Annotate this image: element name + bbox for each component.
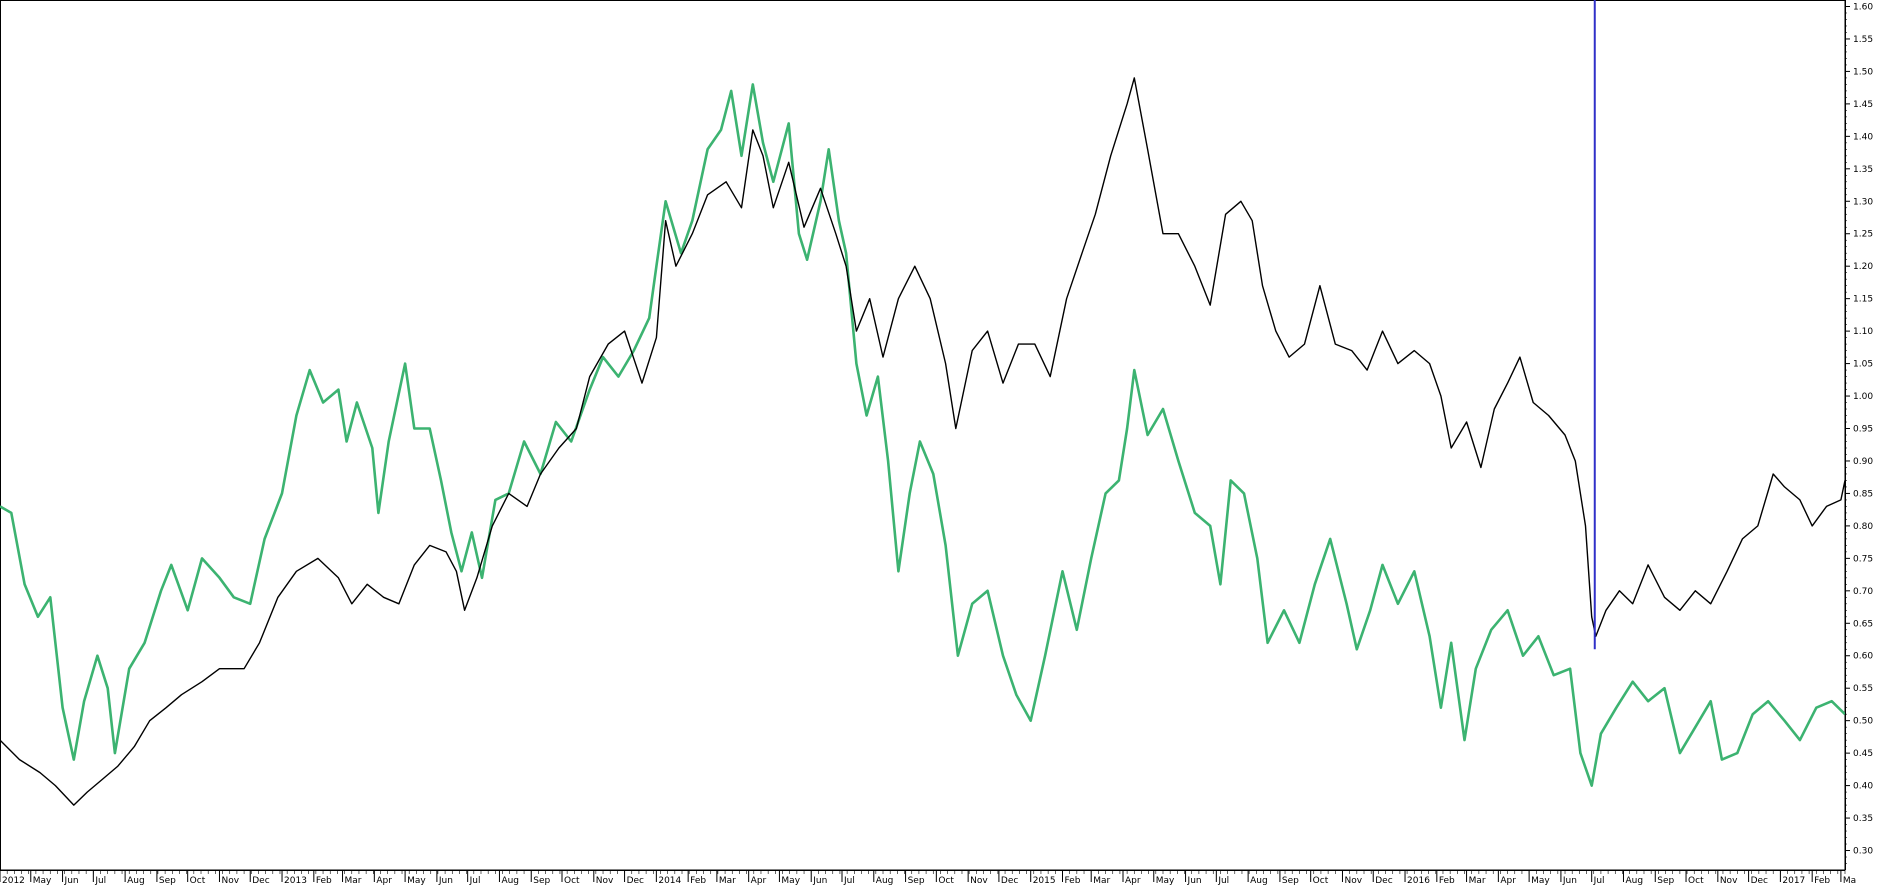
x-tick-label: Aug <box>1250 876 1268 886</box>
x-tick-label: Sep <box>1282 876 1299 886</box>
x-tick-label: Oct <box>1313 876 1329 886</box>
x-tick-label: Aug <box>876 876 894 886</box>
x-tick-label: Mar <box>1469 876 1486 886</box>
x-tick-label: 2012 <box>2 876 25 886</box>
x-tick-label: May <box>1531 876 1550 886</box>
series-line-1 <box>0 77 1846 806</box>
y-tick-label: 1.10 <box>1853 327 1873 337</box>
x-tick-label: Oct <box>1688 876 1704 886</box>
x-tick-label: Aug <box>1625 876 1643 886</box>
y-tick-label: 0.55 <box>1853 684 1873 694</box>
x-tick-label: Nov <box>970 876 988 886</box>
y-tick-label: 0.35 <box>1853 814 1873 824</box>
x-tick-label: Oct <box>938 876 954 886</box>
y-tick-label: 0.65 <box>1853 619 1873 629</box>
x-tick-label: Aug <box>127 876 145 886</box>
x-tick-label: 2017 <box>1782 876 1805 886</box>
x-tick-label: Apr <box>1500 876 1516 886</box>
x-tick-label: Dec <box>1751 876 1768 886</box>
x-tick-label: Aug <box>501 876 519 886</box>
x-tick-label: Jun <box>1562 876 1577 886</box>
x-tick-label: Jul <box>1593 876 1605 886</box>
x-tick-label: Sep <box>533 876 550 886</box>
x-tick-label: Jun <box>812 876 827 886</box>
y-tick-label: 1.60 <box>1853 2 1873 12</box>
x-tick-label: Jul <box>469 876 481 886</box>
x-tick-label: Nov <box>1720 876 1738 886</box>
y-tick-label: 0.95 <box>1853 425 1873 435</box>
series-line-2 <box>0 83 1846 787</box>
plot-frame <box>0 0 1846 871</box>
y-tick-label: 1.25 <box>1853 230 1873 240</box>
y-tick-label: 0.50 <box>1853 717 1873 727</box>
x-tick-label: May <box>33 876 52 886</box>
x-tick-label: Sep <box>159 876 176 886</box>
x-tick-label: 2013 <box>284 876 307 886</box>
x-tick-label: Jun <box>438 876 453 886</box>
x-tick-label: Jul <box>843 876 855 886</box>
plot-area <box>0 0 1846 871</box>
x-tick-label: Oct <box>190 876 206 886</box>
x-tick-label: Ma <box>1843 876 1856 886</box>
x-tick-label: Feb <box>1439 876 1455 886</box>
x-tick-label: Apr <box>376 876 392 886</box>
x-tick-label: Jul <box>1217 876 1229 886</box>
x-tick-label: Dec <box>1001 876 1018 886</box>
x-tick-label: Nov <box>596 876 614 886</box>
y-tick-label: 0.90 <box>1853 457 1873 467</box>
x-tick-label: Dec <box>627 876 644 886</box>
y-tick-label: 0.80 <box>1853 522 1873 532</box>
x-tick-label: Jun <box>1187 876 1202 886</box>
x-tick-label: Dec <box>1375 876 1392 886</box>
x-tick-label: Apr <box>1125 876 1141 886</box>
x-tick-label: Sep <box>908 876 925 886</box>
x-tick-label: May <box>781 876 800 886</box>
y-tick-label: 1.30 <box>1853 197 1873 207</box>
y-tick-label: 0.85 <box>1853 489 1873 499</box>
x-tick-label: Apr <box>751 876 767 886</box>
x-tick-label: Feb <box>316 876 332 886</box>
x-tick-label: May <box>1156 876 1175 886</box>
y-tick-label: 1.35 <box>1853 165 1873 175</box>
y-tick-label: 1.00 <box>1853 392 1873 402</box>
y-tick-label: 1.20 <box>1853 262 1873 272</box>
x-tick-label: Nov <box>221 876 239 886</box>
y-tick-label: 1.05 <box>1853 360 1873 370</box>
y-tick-label: 0.60 <box>1853 652 1873 662</box>
x-tick-label: 2016 <box>1407 876 1430 886</box>
x-tick-label: Mar <box>1093 876 1110 886</box>
y-tick-label: 0.70 <box>1853 587 1873 597</box>
x-axis: 2012 May Jun Jul Aug Sep Oct Nov Dec 2013 Feb Mar Ap… <box>0 870 1856 886</box>
x-tick-label: May <box>407 876 426 886</box>
x-tick-label: Mar <box>345 876 362 886</box>
y-tick-label: 0.75 <box>1853 554 1873 564</box>
y-tick-label: 1.15 <box>1853 295 1873 305</box>
y-tick-label: 1.50 <box>1853 67 1873 77</box>
series-layer <box>0 77 1846 806</box>
x-tick-label: Oct <box>564 876 580 886</box>
x-tick-label: Sep <box>1657 876 1674 886</box>
x-tick-label: 2015 <box>1033 876 1056 886</box>
x-tick-label: Mar <box>719 876 736 886</box>
y-tick-label: 1.40 <box>1853 132 1873 142</box>
y-tick-label: 0.45 <box>1853 749 1873 759</box>
y-tick-label: 0.40 <box>1853 782 1873 792</box>
y-tick-label: 0.30 <box>1853 847 1873 857</box>
y-tick-label: 1.55 <box>1853 35 1873 45</box>
x-tick-label: 2014 <box>658 876 681 886</box>
x-tick-label: Nov <box>1344 876 1362 886</box>
x-tick-label: Dec <box>252 876 269 886</box>
x-tick-label: Feb <box>690 876 706 886</box>
x-tick-label: Feb <box>1814 876 1830 886</box>
y-axis: 1.60 1.55 1.50 1.45 1.40 1.35 1.30 1.25 1.20 1.15… <box>1845 0 1873 870</box>
x-tick-label: Jul <box>94 876 106 886</box>
x-tick-label: Feb <box>1064 876 1080 886</box>
y-tick-label: 1.45 <box>1853 100 1873 110</box>
x-tick-label: Jun <box>64 876 79 886</box>
